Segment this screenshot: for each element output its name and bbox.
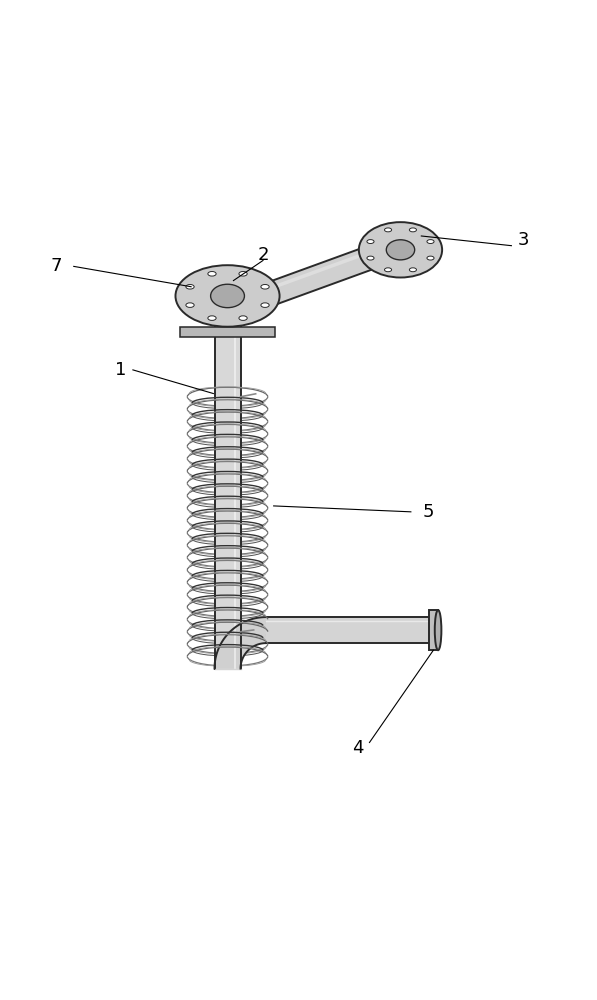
- Ellipse shape: [239, 316, 247, 320]
- Text: 7: 7: [50, 257, 61, 275]
- Ellipse shape: [384, 228, 392, 232]
- Text: 4: 4: [352, 739, 364, 757]
- Ellipse shape: [384, 268, 392, 272]
- Polygon shape: [214, 617, 266, 669]
- Ellipse shape: [261, 303, 269, 307]
- Ellipse shape: [410, 268, 417, 272]
- Ellipse shape: [367, 240, 374, 244]
- Ellipse shape: [208, 272, 216, 276]
- Polygon shape: [214, 311, 241, 669]
- Ellipse shape: [427, 240, 434, 244]
- Ellipse shape: [359, 222, 442, 278]
- Text: 1: 1: [115, 361, 127, 379]
- Polygon shape: [180, 327, 275, 337]
- Ellipse shape: [186, 303, 194, 307]
- Ellipse shape: [427, 256, 434, 260]
- Ellipse shape: [239, 272, 247, 276]
- Ellipse shape: [176, 265, 279, 327]
- Ellipse shape: [435, 610, 441, 650]
- Ellipse shape: [208, 316, 216, 320]
- Text: 3: 3: [518, 231, 529, 249]
- Polygon shape: [269, 239, 396, 304]
- Ellipse shape: [367, 256, 374, 260]
- Ellipse shape: [186, 284, 194, 289]
- Polygon shape: [271, 243, 390, 290]
- Ellipse shape: [261, 284, 269, 289]
- Text: 5: 5: [423, 503, 435, 521]
- Ellipse shape: [211, 284, 244, 308]
- Text: 2: 2: [257, 246, 269, 264]
- Polygon shape: [266, 617, 429, 643]
- Ellipse shape: [386, 240, 415, 260]
- Polygon shape: [429, 610, 438, 650]
- Ellipse shape: [410, 228, 417, 232]
